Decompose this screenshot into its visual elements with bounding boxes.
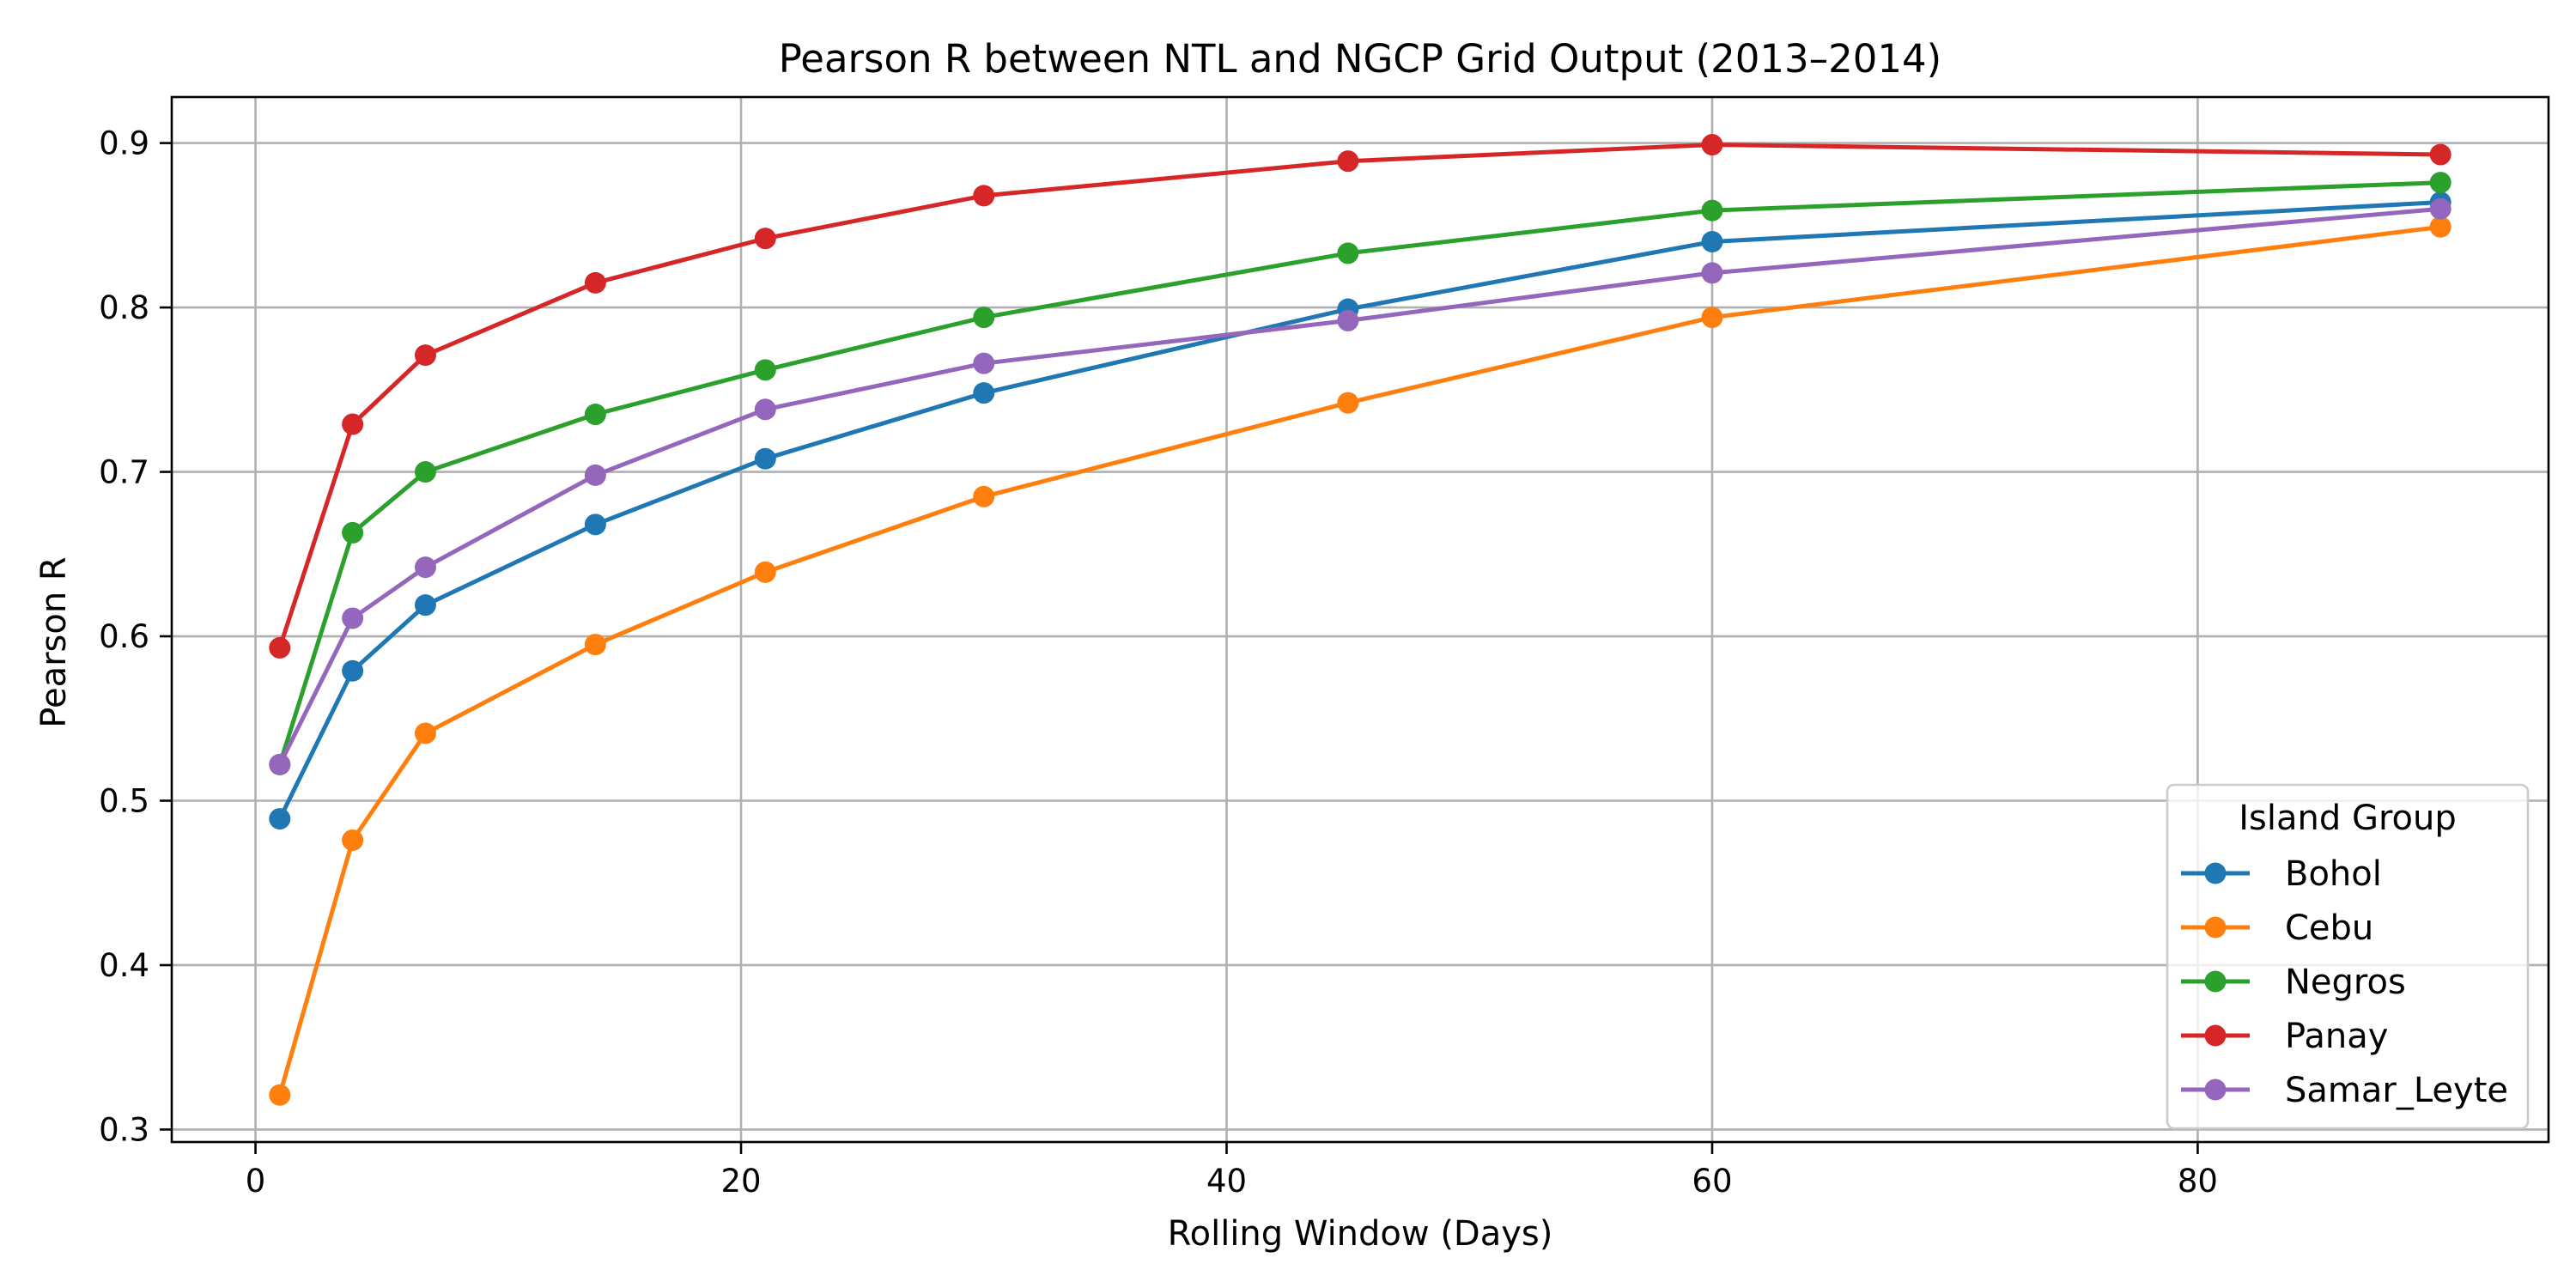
y-tick-label: 0.6 — [99, 618, 149, 655]
data-point — [342, 521, 364, 544]
data-point — [584, 513, 606, 536]
legend-label: Negros — [2285, 963, 2406, 1002]
legend-label: Bohol — [2285, 854, 2382, 894]
data-point — [342, 659, 364, 682]
data-point — [584, 404, 606, 426]
legend-label: Samar_Leyte — [2285, 1071, 2508, 1110]
x-tick-label: 60 — [1692, 1163, 1732, 1200]
axes: 0 20 40 60 80 0.3 0.4 0.5 0.6 0.7 0.8 0.9 — [99, 95, 2550, 1200]
y-tick-label: 0.5 — [99, 783, 149, 820]
y-tick-label: 0.3 — [99, 1111, 149, 1148]
series-cebu — [269, 216, 2451, 1106]
data-point — [269, 808, 291, 830]
legend-marker — [2204, 862, 2227, 884]
y-tick-label: 0.4 — [99, 947, 149, 984]
legend-marker — [2204, 970, 2227, 993]
series-bohol — [269, 191, 2451, 830]
x-tick-label: 0 — [246, 1163, 266, 1200]
data-point — [754, 561, 776, 583]
data-point — [1701, 199, 1723, 222]
data-point — [1701, 134, 1723, 156]
data-point — [1701, 262, 1723, 284]
legend-marker — [2204, 1078, 2227, 1101]
data-point — [1337, 150, 1359, 173]
series-samar-leyte — [269, 197, 2451, 775]
data-point — [1337, 392, 1359, 414]
data-point — [342, 829, 364, 851]
data-point — [1337, 242, 1359, 264]
data-point — [2429, 143, 2451, 166]
y-tick-label: 0.9 — [99, 125, 149, 162]
x-tick-label: 20 — [720, 1163, 761, 1200]
data-point — [1337, 309, 1359, 331]
data-point — [342, 413, 364, 435]
legend-title: Island Group — [2239, 799, 2457, 838]
data-point — [2429, 216, 2451, 238]
legend-box — [2166, 783, 2530, 1130]
data-point — [269, 636, 291, 659]
series-negros — [269, 172, 2451, 775]
legend-item: Samar_Leyte — [2181, 1071, 2508, 1110]
data-point — [973, 382, 995, 404]
data-point — [1701, 307, 1723, 329]
x-tick-label: 40 — [1206, 1163, 1247, 1200]
legend: Island Group Bohol Cebu Negros Panay Samar_Le… — [2166, 783, 2530, 1130]
legend-label: Cebu — [2285, 908, 2373, 948]
data-point — [1701, 230, 1723, 252]
legend-label: Panay — [2285, 1017, 2388, 1056]
legend-item: Negros — [2181, 963, 2406, 1002]
data-point — [973, 185, 995, 207]
series-layer — [269, 134, 2451, 1106]
legend-marker — [2204, 1024, 2227, 1047]
data-point — [414, 461, 436, 483]
legend-item: Panay — [2181, 1017, 2388, 1056]
data-point — [973, 352, 995, 374]
y-axis-label: Pearson R — [34, 556, 74, 727]
y-tick-label: 0.7 — [99, 454, 149, 491]
series-panay — [269, 134, 2451, 659]
legend-item: Cebu — [2181, 908, 2373, 948]
x-axis-label: Rolling Window (Days) — [1168, 1214, 1553, 1254]
data-point — [584, 271, 606, 294]
data-point — [269, 753, 291, 775]
data-point — [584, 464, 606, 486]
data-point — [754, 359, 776, 381]
data-point — [414, 722, 436, 744]
data-point — [2429, 197, 2451, 220]
data-point — [973, 307, 995, 329]
data-point — [342, 607, 364, 629]
data-point — [269, 1084, 291, 1106]
legend-marker — [2204, 916, 2227, 939]
chart-title: Pearson R between NTL and NGCP Grid Outp… — [779, 36, 1941, 82]
data-point — [414, 556, 436, 579]
plot-frame — [170, 95, 2550, 1144]
data-point — [754, 228, 776, 250]
data-point — [414, 594, 436, 617]
data-point — [754, 398, 776, 421]
data-point — [754, 447, 776, 470]
data-point — [584, 634, 606, 656]
data-point — [2429, 172, 2451, 194]
y-tick-label: 0.8 — [99, 289, 149, 326]
legend-item: Bohol — [2181, 854, 2382, 894]
data-point — [973, 485, 995, 507]
data-point — [414, 344, 436, 367]
x-tick-label: 80 — [2178, 1163, 2218, 1200]
